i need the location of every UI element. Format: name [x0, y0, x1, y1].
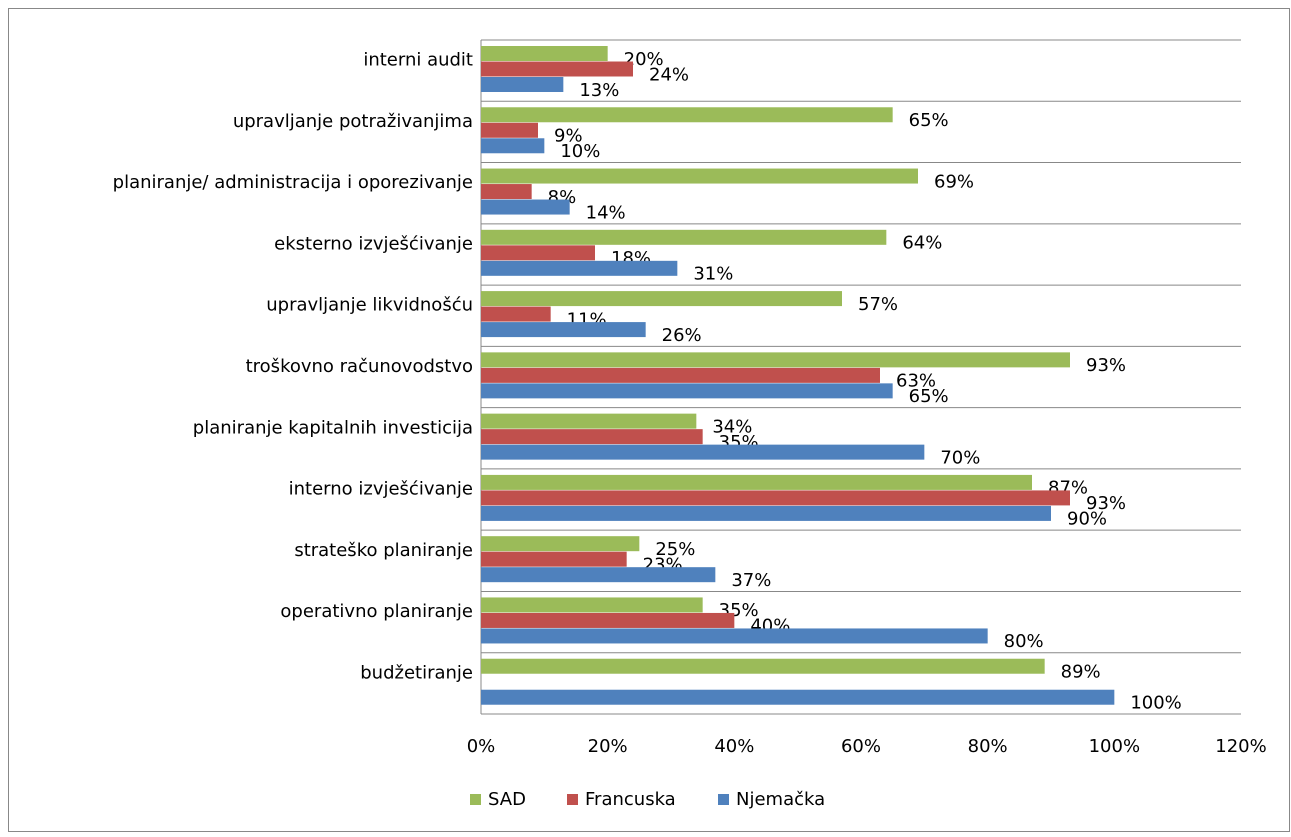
value-label: 14%	[586, 202, 626, 223]
value-label: 90%	[1067, 509, 1107, 530]
legend-label: SAD	[488, 789, 526, 810]
x-tick-label: 60%	[841, 736, 881, 757]
bar	[481, 77, 564, 92]
bar	[481, 245, 595, 261]
x-tick-label: 0%	[467, 736, 496, 757]
value-label: 26%	[662, 325, 702, 346]
bar	[481, 107, 893, 123]
bar	[481, 612, 735, 628]
value-label: 64%	[902, 233, 942, 254]
value-label: 20%	[624, 49, 664, 70]
bar	[481, 689, 1115, 705]
value-label: 89%	[1061, 661, 1101, 682]
bar	[481, 597, 703, 613]
bar	[481, 260, 678, 276]
x-tick-label: 80%	[968, 736, 1008, 757]
bar	[481, 138, 545, 154]
x-tick-label: 20%	[588, 736, 628, 757]
value-label: 24%	[649, 64, 689, 85]
x-tick-label: 120%	[1215, 736, 1266, 757]
category-label: planiranje kapitalnih investicija	[193, 417, 473, 438]
category-label: planiranje/ administracija i oporezivanj…	[113, 172, 473, 193]
bar	[481, 444, 925, 460]
value-label: 100%	[1130, 692, 1181, 713]
bar	[481, 168, 918, 184]
category-label: upravljanje potraživanjima	[233, 111, 473, 132]
value-label: 80%	[1004, 631, 1044, 652]
legend-label: Njemačka	[736, 789, 825, 810]
value-label: 57%	[858, 294, 898, 315]
bar	[481, 122, 538, 138]
bar	[481, 383, 893, 399]
legend-swatch	[470, 794, 481, 805]
bar	[481, 184, 532, 200]
bar	[481, 291, 842, 307]
value-label: 31%	[693, 264, 733, 285]
bar	[481, 322, 646, 338]
bar	[481, 413, 697, 429]
category-label: interni audit	[363, 50, 473, 71]
value-label: 69%	[934, 171, 974, 192]
bar	[481, 490, 1070, 506]
bar	[481, 474, 1032, 490]
category-label: operativno planiranje	[280, 601, 473, 622]
bar	[481, 429, 703, 445]
category-label: interno izvješćivanje	[289, 479, 473, 500]
bar	[481, 306, 551, 322]
value-label: 63%	[896, 371, 936, 392]
legend-label: Francuska	[585, 789, 676, 810]
value-label: 65%	[909, 110, 949, 131]
bar	[481, 367, 880, 383]
value-label: 34%	[712, 416, 752, 437]
value-label: 93%	[1086, 493, 1126, 514]
bar	[481, 229, 887, 245]
legend-swatch	[567, 794, 578, 805]
value-label: 70%	[940, 447, 980, 468]
value-label: 10%	[560, 141, 600, 162]
x-tick-label: 100%	[1089, 736, 1140, 757]
category-label: upravljanje likvidnošću	[266, 295, 473, 316]
x-tick-label: 40%	[714, 736, 754, 757]
bar	[481, 505, 1051, 521]
bar	[481, 658, 1045, 674]
category-label: eksterno izvješćivanje	[274, 233, 473, 254]
legend-swatch	[718, 794, 729, 805]
category-label: troškovno računovodstvo	[246, 356, 473, 377]
bar	[481, 536, 640, 552]
bar	[481, 61, 633, 77]
category-label: strateško planiranje	[294, 540, 473, 561]
category-label: budžetiranje	[360, 662, 473, 683]
value-label: 25%	[655, 539, 695, 560]
bar	[481, 628, 988, 644]
value-label: 93%	[1086, 355, 1126, 376]
bar	[481, 352, 1070, 368]
bar	[481, 567, 716, 583]
value-label: 13%	[579, 80, 619, 101]
bar	[481, 46, 608, 61]
bar	[481, 551, 627, 567]
value-label: 37%	[731, 570, 771, 591]
bar	[481, 199, 570, 215]
value-label: 9%	[554, 126, 583, 147]
value-label: 65%	[909, 386, 949, 407]
